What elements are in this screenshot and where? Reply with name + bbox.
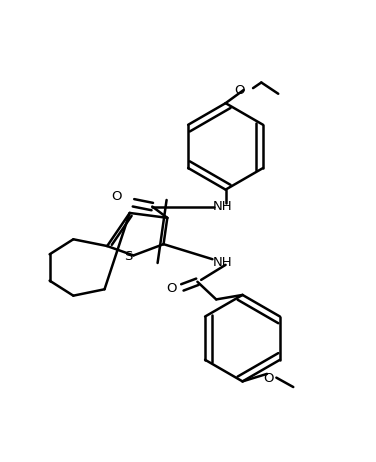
Text: O: O — [166, 282, 176, 295]
Text: O: O — [264, 372, 274, 385]
Text: O: O — [111, 190, 122, 203]
Text: NH: NH — [212, 200, 232, 213]
Text: NH: NH — [212, 256, 232, 269]
Text: O: O — [235, 84, 245, 97]
Text: S: S — [124, 250, 133, 263]
